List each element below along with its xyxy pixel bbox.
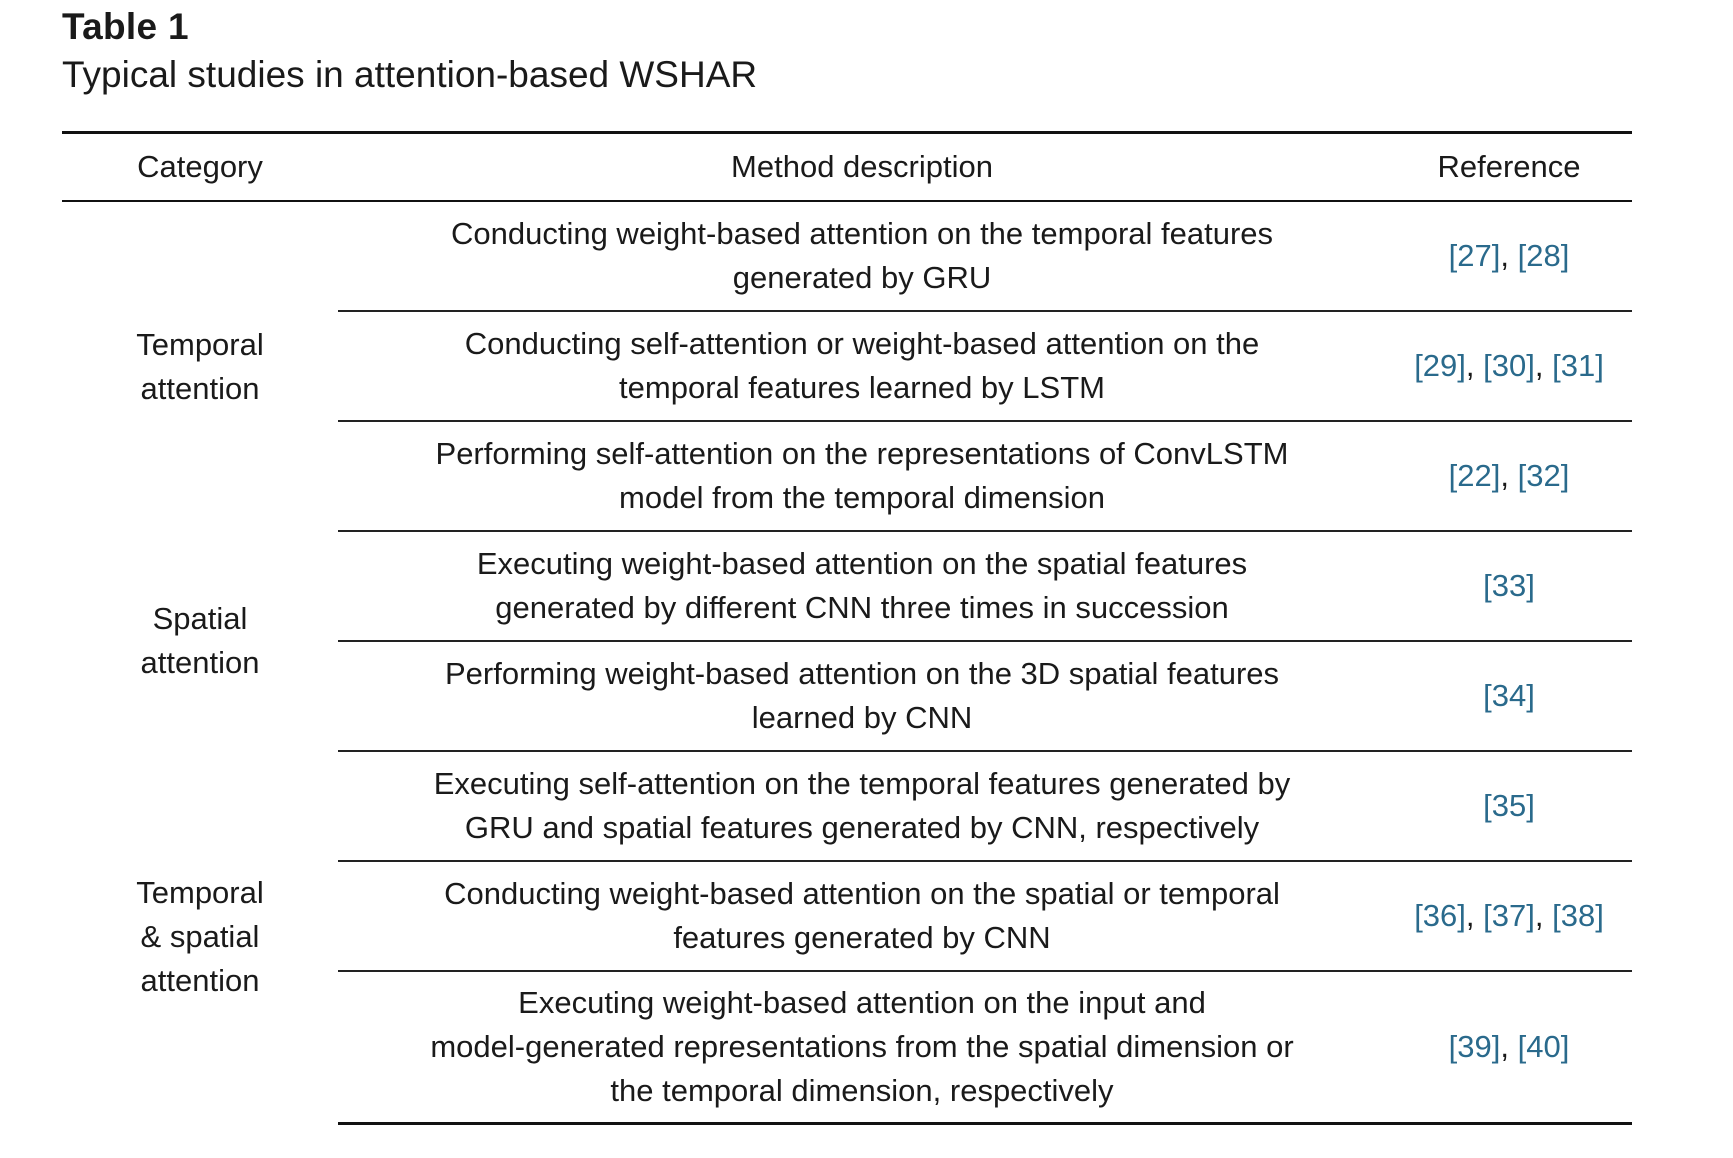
- table-body: Temporal attention Conducting weight-based…: [62, 201, 1632, 1125]
- method-description-line: Executing weight-based attention on the …: [476, 546, 1248, 581]
- reference-link[interactable]: [37]: [1483, 898, 1535, 933]
- reference-cell: [39], [40]: [1386, 971, 1632, 1125]
- method-description-cell: Executing weight-based attention on the …: [338, 531, 1386, 642]
- reference-link[interactable]: [36]: [1414, 898, 1466, 933]
- category-cell: Temporal attention: [62, 201, 338, 531]
- reference-link[interactable]: [38]: [1552, 898, 1604, 933]
- reference-separator: ,: [1500, 458, 1518, 493]
- method-description-line: generated by different CNN three times i…: [495, 590, 1229, 625]
- studies-table: Category Method description Reference Te…: [62, 131, 1632, 1125]
- method-description-line: Executing weight-based attention on the …: [518, 985, 1206, 1020]
- method-description-line: model from the temporal dimension: [619, 480, 1105, 515]
- method-description-line: the temporal dimension, respectively: [610, 1073, 1114, 1108]
- reference-cell: [36], [37], [38]: [1386, 861, 1632, 972]
- method-description-cell: Performing self-attention on the represe…: [338, 421, 1386, 532]
- category-label: Temporal: [136, 875, 264, 911]
- category-label: attention: [140, 963, 260, 999]
- reference-link[interactable]: [29]: [1414, 348, 1466, 383]
- reference-link[interactable]: [35]: [1483, 788, 1535, 823]
- reference-link[interactable]: [33]: [1483, 568, 1535, 603]
- reference-separator: ,: [1534, 898, 1553, 933]
- reference-link[interactable]: [34]: [1483, 678, 1535, 713]
- reference-link[interactable]: [40]: [1517, 1029, 1570, 1064]
- reference-separator: ,: [1465, 348, 1484, 383]
- reference-separator: ,: [1500, 1029, 1518, 1064]
- header-method-description: Method description: [338, 131, 1386, 202]
- reference-link[interactable]: [39]: [1448, 1029, 1501, 1064]
- reference-link[interactable]: [31]: [1552, 348, 1604, 383]
- reference-cell: [33]: [1386, 531, 1632, 642]
- method-description-line: learned by CNN: [751, 700, 973, 735]
- reference-link[interactable]: [30]: [1483, 348, 1535, 383]
- table-row: Performing self-attention on the represe…: [62, 421, 1632, 532]
- category-label: & spatial: [140, 919, 260, 955]
- reference-link[interactable]: [22]: [1448, 458, 1501, 493]
- method-description-line: features generated by CNN: [673, 920, 1051, 955]
- method-description-line: Executing self-attention on the temporal…: [433, 766, 1291, 801]
- header-category: Category: [62, 131, 338, 202]
- method-description-cell: Performing weight-based attention on the…: [338, 641, 1386, 752]
- header-reference: Reference: [1386, 131, 1632, 202]
- reference-cell: [27], [28]: [1386, 201, 1632, 312]
- category-label: Spatial: [152, 601, 248, 636]
- method-description-line: generated by GRU: [732, 260, 992, 295]
- category-label: Temporal: [136, 326, 264, 362]
- reference-cell: [35]: [1386, 751, 1632, 862]
- table-row: Temporal attention Conducting weight-based…: [62, 201, 1632, 406]
- header-row: Category Method description Reference: [62, 131, 1632, 202]
- reference-cell: [22], [32]: [1386, 421, 1632, 532]
- method-description-cell: Conducting weight-based attention on the…: [338, 861, 1386, 972]
- category-cell: Spatial attention: [62, 531, 338, 751]
- method-description-line: temporal features learned by LSTM: [619, 370, 1105, 405]
- method-description-line: Performing weight-based attention on the…: [444, 656, 1280, 691]
- method-description-cell: Executing self-attention on the temporal…: [338, 751, 1386, 862]
- table-row: Conducting self-attention or weight-base…: [62, 311, 1632, 422]
- category-label: attention: [140, 645, 260, 680]
- reference-separator: ,: [1534, 348, 1553, 383]
- method-description-line: GRU and spatial features generated by CN…: [464, 810, 1260, 845]
- method-description-line: Conducting weight-based attention on the…: [450, 216, 1274, 251]
- table-row: Performing weight-based attention on the…: [62, 641, 1632, 752]
- category-label: attention: [140, 370, 260, 406]
- reference-link[interactable]: [27]: [1448, 238, 1501, 273]
- table-label: Table 1: [62, 6, 189, 47]
- method-description-line: Conducting weight-based attention on the…: [444, 876, 1280, 911]
- reference-link[interactable]: [28]: [1517, 238, 1570, 273]
- method-description-cell: Executing weight-based attention on the …: [338, 971, 1386, 1125]
- table-row: Executing weight-based attention on the …: [62, 971, 1632, 1125]
- reference-separator: ,: [1500, 238, 1518, 273]
- reference-cell: [34]: [1386, 641, 1632, 752]
- reference-cell: [29], [30], [31]: [1386, 311, 1632, 422]
- reference-link[interactable]: [32]: [1517, 458, 1570, 493]
- method-description-cell: Conducting self-attention or weight-base…: [338, 311, 1386, 422]
- table-row: Spatial attention Executing weight-based a…: [62, 531, 1632, 680]
- table-row: Temporal & spatial attention Executing self…: [62, 751, 1632, 998]
- reference-separator: ,: [1465, 898, 1484, 933]
- method-description-cell: Conducting weight-based attention on the…: [338, 201, 1386, 312]
- method-description-line: model-generated representations from the…: [430, 1029, 1294, 1064]
- method-description-line: Performing self-attention on the represe…: [435, 436, 1289, 471]
- category-cell: Temporal & spatial attention: [62, 751, 338, 1124]
- method-description-line: Conducting self-attention or weight-base…: [464, 326, 1260, 361]
- table-caption: Typical studies in attention-based WSHAR: [62, 54, 758, 95]
- table-row: Conducting weight-based attention on the…: [62, 861, 1632, 972]
